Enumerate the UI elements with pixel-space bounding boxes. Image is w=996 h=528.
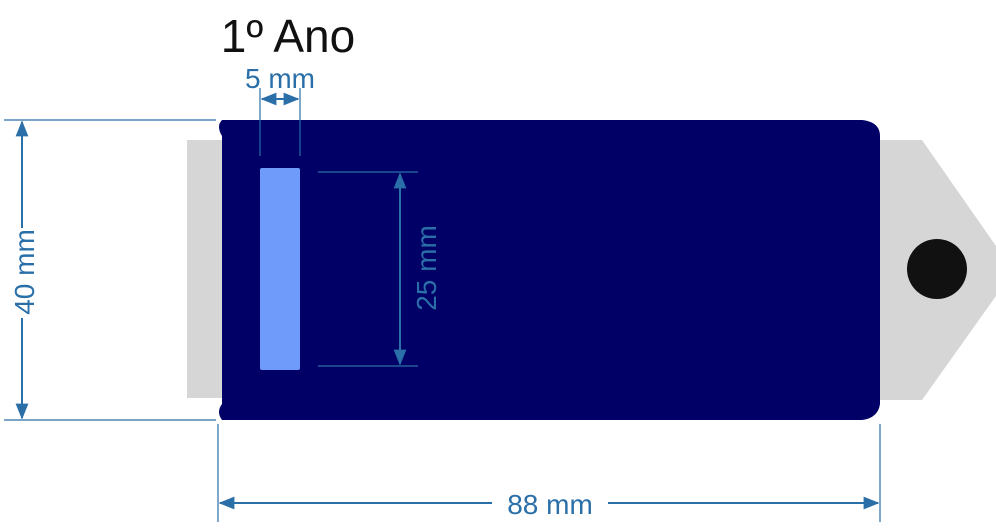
stripe-height-label: 25 mm [411,225,442,311]
tag-body [219,120,880,420]
color-stripe [260,168,300,370]
left-clip-tab [187,140,227,398]
circle-hole-icon [907,239,967,299]
stripe-width-label: 5 mm [245,63,315,94]
tag-height-label: 40 mm [9,229,40,315]
diagram-title: 1º Ano [221,10,355,62]
tag-width-label: 88 mm [507,489,593,520]
